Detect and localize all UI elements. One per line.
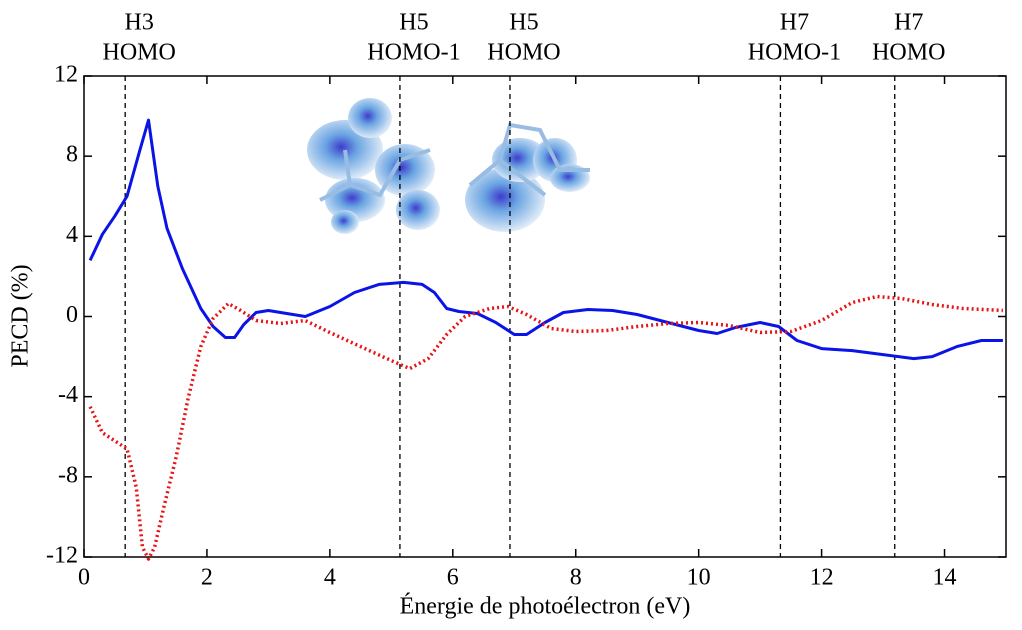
molecule-image bbox=[307, 98, 440, 234]
molecule-image bbox=[465, 122, 590, 232]
x-tick-label: 10 bbox=[687, 565, 711, 591]
series-line bbox=[88, 294, 1003, 561]
x-tick-label: 6 bbox=[447, 565, 459, 591]
y-tick-label: 8 bbox=[66, 142, 78, 168]
y-tick-label: 12 bbox=[54, 62, 78, 88]
threshold-label: HOMO-1 bbox=[367, 40, 460, 66]
threshold-label: HOMO bbox=[103, 40, 176, 66]
x-tick-label: 4 bbox=[324, 565, 336, 591]
threshold-label: HOMO-1 bbox=[748, 40, 841, 66]
y-tick-label: -12 bbox=[46, 543, 78, 569]
x-tick-label: 12 bbox=[810, 565, 834, 591]
threshold-label: HOMO bbox=[487, 40, 560, 66]
threshold-label: HOMO bbox=[872, 40, 945, 66]
x-tick-label: 8 bbox=[570, 565, 582, 591]
y-tick-label: 4 bbox=[66, 222, 78, 248]
y-axis-label: PECD (%) bbox=[8, 264, 34, 367]
threshold-label: H3 bbox=[125, 10, 154, 36]
x-axis-label: Énergie de photoélectron (eV) bbox=[400, 594, 691, 620]
y-tick-label: -8 bbox=[58, 462, 78, 488]
y-tick-label: -4 bbox=[58, 382, 78, 408]
x-tick-label: 0 bbox=[78, 565, 90, 591]
series-line bbox=[88, 118, 1003, 361]
threshold-label: H5 bbox=[509, 10, 538, 36]
x-tick-label: 2 bbox=[201, 565, 213, 591]
threshold-label: H7 bbox=[894, 10, 923, 36]
threshold-label: H7 bbox=[780, 10, 809, 36]
threshold-label: H5 bbox=[399, 10, 428, 36]
x-tick-label: 14 bbox=[933, 565, 957, 591]
y-tick-label: 0 bbox=[66, 302, 78, 328]
